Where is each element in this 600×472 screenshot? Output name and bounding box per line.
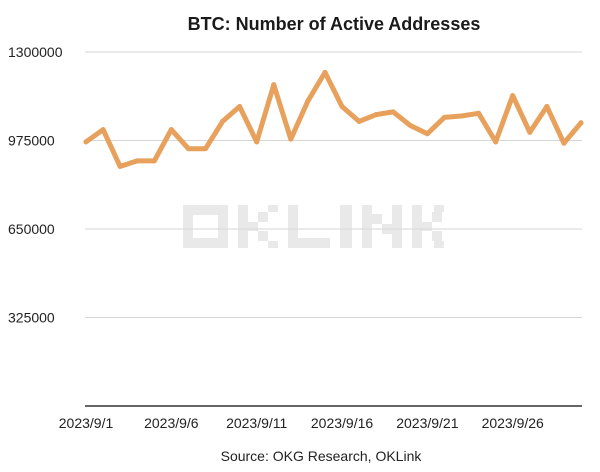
data-point — [288, 136, 294, 142]
series-layer — [83, 69, 584, 169]
data-point — [356, 118, 362, 124]
data-point — [202, 146, 208, 152]
data-point — [322, 69, 328, 75]
data-point — [151, 158, 157, 164]
watermark-block — [372, 214, 382, 224]
data-point — [305, 98, 311, 104]
data-point — [441, 114, 447, 120]
y-tick-label: 650000 — [8, 221, 55, 237]
chart-title: BTC: Number of Active Addresses — [188, 14, 481, 34]
watermark-block — [268, 241, 278, 248]
data-point — [220, 118, 226, 124]
data-point — [407, 123, 413, 129]
series-line — [83, 69, 584, 169]
y-axis-tick-labels: 325000 650000 975000 1300000 — [8, 44, 63, 326]
watermark-block — [268, 205, 278, 212]
data-point — [100, 127, 106, 133]
x-tick-label: 2023/9/11 — [226, 415, 287, 431]
data-point — [373, 112, 379, 118]
data-point — [578, 120, 584, 126]
watermark-block — [340, 205, 352, 248]
x-tick-label: 2023/9/16 — [311, 415, 373, 431]
watermark-block — [432, 212, 442, 222]
watermark-block — [392, 205, 402, 248]
data-point — [390, 109, 396, 115]
watermark-block — [422, 222, 432, 231]
watermark-block — [258, 231, 268, 241]
data-point — [271, 82, 277, 88]
oklink-watermark — [183, 205, 444, 248]
source-note: Source: OKG Research, OKLink — [221, 448, 423, 464]
watermark-block — [183, 205, 193, 248]
watermark-block — [258, 212, 268, 222]
watermark-block — [434, 205, 444, 212]
data-point — [168, 127, 174, 133]
data-point — [561, 140, 567, 146]
data-point — [510, 93, 516, 99]
data-point — [544, 103, 550, 109]
watermark-block — [288, 205, 298, 248]
y-tick-label: 1300000 — [8, 44, 63, 60]
x-tick-label: 2023/9/26 — [482, 415, 544, 431]
watermark-block — [432, 231, 442, 241]
y-tick-label: 325000 — [8, 310, 55, 326]
watermark-block — [248, 222, 258, 231]
data-point — [493, 139, 499, 145]
data-point — [424, 131, 430, 137]
watermark-block — [298, 238, 330, 248]
watermark-block — [183, 205, 228, 215]
watermark-block — [434, 241, 444, 248]
data-point — [237, 103, 243, 109]
data-point — [83, 139, 89, 145]
x-tick-label: 2023/9/21 — [396, 415, 458, 431]
data-point — [339, 103, 345, 109]
data-point — [527, 129, 533, 135]
data-point — [134, 158, 140, 164]
data-point — [185, 146, 191, 152]
watermark-block — [218, 205, 228, 248]
watermark-block — [362, 205, 372, 248]
data-point — [117, 163, 123, 169]
y-tick-label: 975000 — [8, 133, 55, 149]
watermark-block — [183, 238, 228, 248]
data-point — [254, 139, 260, 145]
data-point — [476, 110, 482, 116]
watermark-block — [412, 205, 422, 248]
x-tick-label: 2023/9/1 — [59, 415, 114, 431]
watermark-block — [238, 205, 248, 248]
data-point — [459, 113, 465, 119]
x-axis-tick-labels: 2023/9/1 2023/9/6 2023/9/11 2023/9/16 2023/9… — [59, 415, 544, 431]
x-tick-label: 2023/9/6 — [144, 415, 199, 431]
